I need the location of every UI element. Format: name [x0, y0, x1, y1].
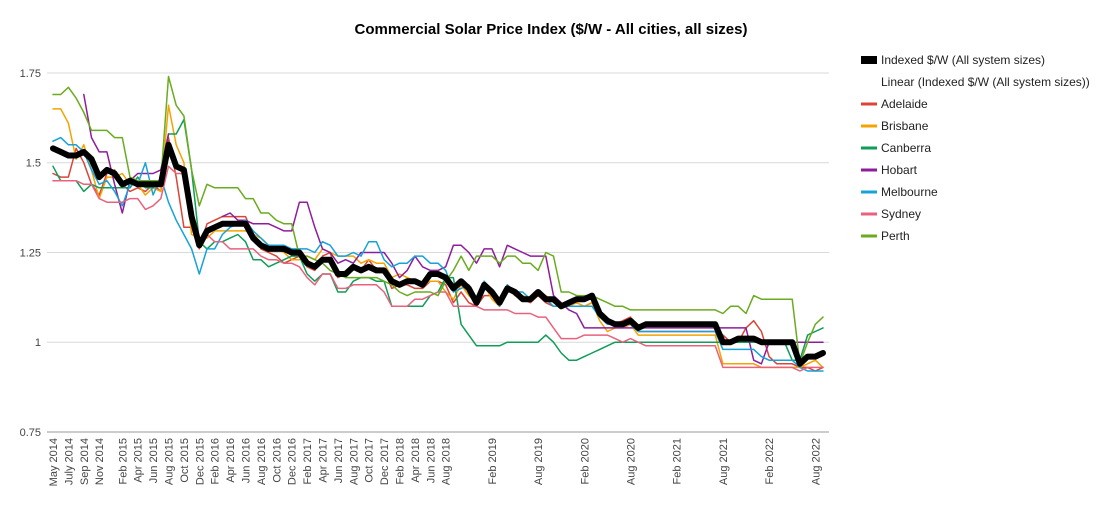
x-tick-label: Nov 2014: [94, 438, 106, 485]
legend-label: Canberra: [881, 141, 931, 155]
series-line-brisbane: [52, 104, 824, 369]
x-tick-label: Apr 2018: [410, 438, 422, 483]
y-tick-label: 1.5: [26, 158, 41, 170]
x-tick-label: Jun 2018: [425, 438, 437, 483]
x-tick-label: Apr 2017: [318, 438, 330, 483]
x-tick-label: Feb 2022: [764, 438, 776, 484]
x-tick-label: Feb 2017: [302, 438, 314, 484]
x-tick-label: Dec 2015: [194, 438, 206, 485]
x-tick-label: Aug 2018: [441, 438, 453, 485]
x-tick-label: Feb 2015: [117, 438, 129, 484]
y-tick-label: 1.75: [20, 68, 41, 80]
legend-swatch: [861, 56, 877, 64]
series-line-adelaide: [52, 136, 824, 372]
x-tick-label: Aug 2015: [164, 438, 176, 485]
x-tick-label: Feb 2020: [579, 438, 591, 484]
x-axis-ticks: May 2014 July 2014 Sep 2014 Nov 2014 Feb 201…: [48, 438, 822, 486]
legend-label: Sydney: [881, 207, 921, 221]
x-tick-label: Feb 2018: [395, 438, 407, 484]
x-tick-label: Sep 2014: [79, 438, 91, 485]
legend-label: Linear (Indexed $/W (All system sizes)): [881, 75, 1090, 89]
legend-swatch: [861, 146, 877, 150]
x-tick-label: Feb 2019: [487, 438, 499, 484]
legend: Indexed $/W (All system sizes) Linear (In…: [861, 53, 1090, 243]
x-tick-label: Aug 2019: [533, 438, 545, 485]
x-tick-label: Jun 2015: [148, 438, 160, 483]
y-tick-label: 1: [35, 337, 41, 349]
legend-label: Perth: [881, 229, 910, 243]
x-tick-label: Oct 2017: [364, 438, 376, 483]
series-line-indexed-w-all-system-sizes: [50, 141, 826, 367]
legend-swatch: [861, 212, 877, 216]
x-tick-label: Aug 2022: [810, 438, 822, 485]
y-tick-label: 0.75: [20, 427, 41, 439]
legend-label: Hobart: [881, 163, 918, 177]
x-tick-label: May 2014: [48, 438, 60, 486]
x-tick-label: Aug 2020: [626, 438, 638, 485]
x-tick-label: Feb 2021: [672, 438, 684, 484]
x-tick-label: Dec 2017: [379, 438, 391, 485]
y-axis-ticks: 0.75 1 1.25 1.5 1.75: [20, 68, 41, 439]
x-tick-label: Oct 2015: [179, 438, 191, 483]
series-line-perth: [52, 75, 824, 365]
legend-label: Indexed $/W (All system sizes): [881, 53, 1045, 67]
x-tick-label: Aug 2021: [718, 438, 730, 485]
legend-swatch: [861, 234, 877, 238]
x-tick-label: Apr 2015: [133, 438, 145, 483]
x-tick-label: Jun 2016: [241, 438, 253, 483]
x-tick-label: Feb 2016: [210, 438, 222, 484]
x-tick-label: Dec 2016: [287, 438, 299, 485]
legend-label: Melbourne: [881, 185, 938, 199]
y-tick-label: 1.25: [20, 247, 41, 259]
legend-swatch: [861, 190, 877, 194]
legend-label: Adelaide: [881, 97, 928, 111]
x-tick-label: Apr 2016: [225, 438, 237, 483]
x-tick-label: Oct 2016: [271, 438, 283, 483]
x-tick-label: July 2014: [63, 438, 75, 485]
chart-title: Commercial Solar Price Index ($/W - All …: [355, 21, 748, 38]
series-line-sydney: [52, 165, 824, 372]
series-line-melbourne: [52, 136, 824, 372]
legend-swatch: [861, 168, 877, 172]
x-tick-label: Jun 2017: [333, 438, 345, 483]
legend-label: Brisbane: [881, 119, 929, 133]
series-lines: [50, 75, 826, 372]
x-tick-label: Aug 2017: [348, 438, 360, 485]
legend-swatch: [861, 124, 877, 128]
x-tick-label: Aug 2016: [256, 438, 268, 485]
legend-swatch: [861, 102, 877, 106]
